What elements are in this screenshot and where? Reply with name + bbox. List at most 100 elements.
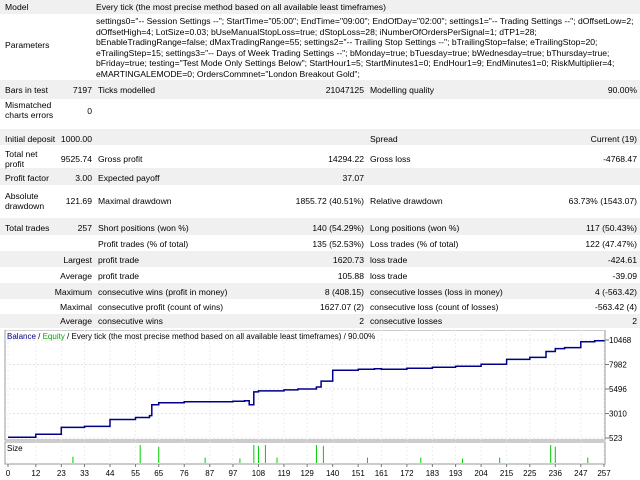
model-label: Model — [5, 2, 29, 12]
profit-trades-label: Profit trades (% of total) — [98, 239, 189, 249]
expected-payoff-label: Expected payoff — [98, 173, 160, 183]
deposit-value: 1000.00 — [60, 134, 92, 144]
chart-size-frame — [4, 441, 606, 465]
long-positions-label: Long positions (won %) — [370, 223, 460, 233]
profit-trades-value: 135 (52.53%) — [312, 239, 364, 249]
largest-profit-value: 1620.73 — [332, 255, 364, 265]
avg-consecutive-wins-label: consecutive wins — [98, 316, 163, 326]
x-tick-label: 108 — [252, 469, 266, 478]
x-tick-label: 257 — [597, 469, 611, 478]
chart-main-frame — [4, 330, 606, 441]
avg-consecutive-losses-value: 2 — [632, 316, 637, 326]
net-profit-value: 9525.74 — [60, 154, 92, 164]
max-drawdown-value: 1855.72 (40.51%) — [295, 196, 364, 206]
x-tick-label: 65 — [154, 469, 163, 478]
largest-loss-label: loss trade — [370, 255, 408, 265]
x-tick-label: 97 — [228, 469, 237, 478]
legend-rest: / Every tick (the most precise method ba… — [65, 332, 375, 341]
x-tick-label: 12 — [31, 469, 40, 478]
x-tick-label: 151 — [351, 469, 365, 478]
mismatch-value: 0 — [87, 106, 92, 116]
expected-payoff-value: 37.07 — [342, 173, 364, 183]
profit-factor-value: 3.00 — [75, 173, 92, 183]
x-tick-label: 23 — [57, 469, 66, 478]
x-tick-label: 183 — [426, 469, 440, 478]
balance-chart: Balance / Equity / Every tick (the most … — [4, 330, 632, 478]
row-bg — [0, 251, 640, 267]
row-bg — [0, 314, 640, 328]
maximum-label: Maximum — [54, 287, 92, 297]
row-bg — [0, 218, 640, 235]
consecutive-loss-value: -563.42 (4) — [594, 302, 637, 312]
gross-profit-value: 14294.22 — [328, 154, 364, 164]
x-tick-label: 215 — [500, 469, 514, 478]
mismatch-label: Mismatched — [5, 100, 52, 110]
short-positions-label: Short positions (won %) — [98, 223, 189, 233]
y-axis-labels: 10468 7982 5496 3010 523 — [605, 336, 632, 443]
gross-profit-label: Gross profit — [98, 154, 143, 164]
total-trades-value: 257 — [77, 223, 92, 233]
gross-loss-label: Gross loss — [370, 154, 411, 164]
avg-consecutive-losses-label: consecutive losses — [370, 316, 443, 326]
x-tick-label: 247 — [574, 469, 588, 478]
largest-profit-label: profit trade — [98, 255, 140, 265]
average-profit-label: profit trade — [98, 271, 140, 281]
x-tick-label: 140 — [326, 469, 340, 478]
long-positions-value: 117 (50.43%) — [586, 223, 637, 233]
average-profit-value: 105.88 — [337, 271, 364, 281]
net-profit-label: Total net — [5, 149, 38, 159]
bars-value: 7197 — [72, 85, 92, 95]
x-axis-labels: 0 12 23 33 44 55 65 76 87 97 108 119 129 140 151 161 172… — [6, 464, 611, 478]
gross-loss-value: -4768.47 — [603, 154, 637, 164]
x-tick-label: 55 — [131, 469, 140, 478]
x-tick-label: 129 — [300, 469, 314, 478]
abs-drawdown-label-2: drawdown — [5, 201, 45, 211]
abs-drawdown-value: 121.69 — [65, 196, 92, 206]
y-tick-label: 7982 — [609, 360, 627, 369]
deposit-label: Initial deposit — [5, 134, 56, 144]
spread-value: Current (19) — [590, 134, 637, 144]
chart-grid — [5, 330, 605, 464]
y-tick-label: 3010 — [609, 409, 627, 418]
x-tick-label: 44 — [106, 469, 115, 478]
chart-legend: Balance / Equity / Every tick (the most … — [7, 332, 375, 341]
rel-drawdown-label: Relative drawdown — [370, 196, 443, 206]
quality-value: 90.00% — [607, 85, 637, 95]
net-profit-label-2: profit — [5, 159, 25, 169]
x-tick-label: 204 — [474, 469, 488, 478]
ticks-label: Ticks modelled — [98, 85, 155, 95]
x-tick-label: 193 — [449, 469, 463, 478]
largest-loss-value: -424.61 — [607, 255, 637, 265]
x-tick-label: 161 — [375, 469, 389, 478]
largest-label: Largest — [63, 255, 92, 265]
x-tick-label: 0 — [6, 469, 11, 478]
average-consecutive-label: Average — [60, 316, 92, 326]
x-tick-label: 76 — [180, 469, 189, 478]
average-loss-label: loss trade — [370, 271, 408, 281]
profit-factor-label: Profit factor — [5, 173, 49, 183]
maximal-label: Maximal — [60, 302, 92, 312]
x-tick-label: 33 — [80, 469, 89, 478]
consecutive-profit-label: consecutive profit (count of wins) — [98, 302, 224, 312]
size-bars — [72, 445, 589, 463]
avg-consecutive-wins-value: 2 — [359, 316, 364, 326]
row-bg — [0, 80, 640, 99]
model-value: Every tick (the most precise method base… — [96, 2, 386, 12]
consecutive-losses-value: 4 (-563.42) — [594, 287, 637, 297]
row-bg — [0, 168, 640, 185]
parameters-label: Parameters — [5, 40, 50, 50]
x-tick-label: 236 — [549, 469, 563, 478]
balance-line — [8, 339, 605, 438]
consecutive-loss-label: consecutive loss (count of losses) — [370, 302, 499, 312]
quality-label: Modelling quality — [370, 85, 435, 95]
legend-equity: Equity — [43, 332, 65, 341]
y-tick-label: 10468 — [609, 336, 632, 345]
x-tick-label: 119 — [278, 469, 291, 478]
y-tick-label: 523 — [609, 434, 623, 443]
legend-balance: Balance — [7, 332, 36, 341]
parameters-value: settings0="-- Session Settings --"; Star… — [96, 16, 634, 79]
consecutive-profit-value: 1627.07 (2) — [320, 302, 364, 312]
average-label: Average — [60, 271, 92, 281]
row-bg — [0, 283, 640, 299]
legend-separator: / — [36, 332, 43, 341]
